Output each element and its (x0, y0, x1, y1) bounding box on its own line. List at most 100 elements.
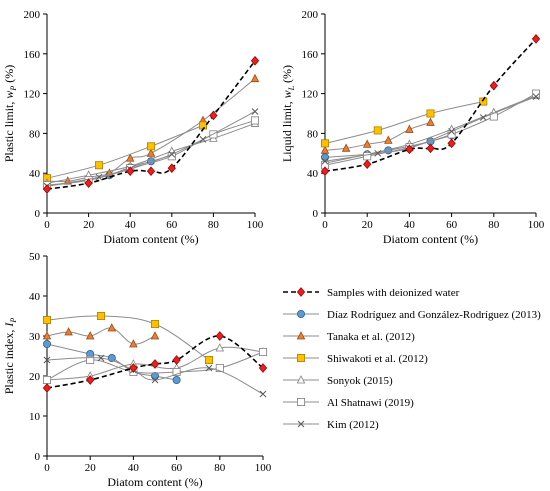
legend: Samples with deionized water Díaz Rodrígu… (283, 287, 541, 431)
data-point (150, 371, 159, 380)
x-tick-label: 60 (446, 219, 458, 231)
series-1 (42, 55, 260, 194)
data-point (107, 323, 117, 332)
y-axis-title-subscript: L (287, 85, 296, 91)
y-axis-title-symbol: I (2, 322, 16, 328)
data-point (42, 383, 52, 393)
x-tick-label: 40 (125, 219, 137, 231)
x-tick-label: 80 (208, 219, 220, 231)
legend-marker (296, 309, 305, 318)
legend-marker (296, 287, 306, 297)
x-tick-label: 80 (214, 462, 226, 474)
data-point (199, 136, 207, 143)
y-axis-title-subscript: P (9, 86, 18, 92)
x-tick-label: 100 (247, 219, 264, 231)
data-point (362, 139, 372, 148)
data-point (405, 124, 414, 133)
y-tick-label: 0 (313, 208, 319, 220)
legend-label: Shiwakoti et al. (2012) (327, 353, 428, 365)
data-point (479, 114, 487, 121)
data-point (320, 145, 330, 154)
data-point (363, 152, 372, 161)
data-point (150, 331, 160, 340)
data-point (43, 375, 52, 384)
chart-panel-3: 0 20 40 60 80 100 0 10 20 30 40 50 Diatom content (%… (2, 251, 272, 489)
data-point (251, 108, 259, 115)
x-tick-label: 0 (44, 219, 50, 231)
data-point (258, 347, 267, 356)
data-point (86, 375, 95, 385)
y-tick-label: 80 (307, 128, 319, 140)
y-tick-label: 200 (302, 9, 319, 21)
data-point (215, 363, 224, 372)
data-point (479, 97, 488, 106)
y-axis-title: Plastic index, IP (2, 318, 18, 395)
y-tick-label: 0 (35, 451, 41, 463)
data-point (150, 359, 160, 369)
legend-label: Tanaka et al. (2012) (327, 331, 415, 343)
y-tick-label: 120 (24, 89, 41, 101)
legend-entry: Al Shatnawi (2019) (283, 397, 414, 409)
data-point (125, 153, 135, 162)
data-point (532, 93, 540, 100)
y-tick-label: 50 (29, 251, 41, 263)
data-point (204, 355, 213, 364)
data-point (384, 135, 393, 144)
data-point (341, 143, 351, 152)
data-point (172, 367, 181, 376)
data-point (363, 159, 372, 170)
data-point (250, 116, 259, 125)
data-point (126, 166, 135, 177)
series-1 (42, 331, 268, 393)
data-point (64, 327, 73, 336)
series-line (324, 95, 537, 164)
y-tick-label: 40 (29, 291, 41, 303)
legend-marker (296, 397, 305, 406)
y-axis-title: Plastic limit, wP (%) (2, 65, 18, 163)
series-7 (321, 93, 540, 165)
data-point (95, 161, 104, 170)
data-point (172, 355, 181, 365)
legend-label: Samples with deionized water (327, 287, 460, 299)
data-point (531, 34, 541, 44)
data-point (172, 375, 181, 384)
x-tick-label: 100 (528, 219, 545, 231)
series-line (46, 327, 156, 345)
y-axis-title-subscript: P (9, 318, 18, 324)
data-point (215, 331, 224, 341)
data-point (426, 117, 435, 126)
data-point (168, 150, 176, 158)
x-axis-title: Diatom content (%) (107, 475, 202, 489)
y-axis-title-symbol: w (280, 90, 294, 98)
series-line (46, 111, 256, 187)
series-4 (43, 311, 213, 364)
data-point (84, 178, 93, 188)
y-tick-label: 160 (24, 49, 41, 61)
legend-entry: Kim (2012) (283, 419, 379, 431)
y-tick-label: 160 (302, 49, 319, 61)
data-point (447, 138, 456, 149)
data-point (42, 184, 52, 194)
data-point (215, 343, 225, 352)
data-point (151, 376, 159, 384)
x-tick-label: 20 (85, 462, 97, 474)
data-point (405, 144, 414, 155)
legend-entry: Shiwakoti et al. (2012) (283, 353, 428, 365)
y-axis-title-symbol: w (2, 91, 16, 99)
data-point (129, 339, 138, 348)
data-point (86, 355, 95, 364)
y-tick-label: 20 (29, 371, 41, 383)
data-point (250, 55, 260, 66)
data-point (489, 80, 498, 91)
data-point (250, 73, 260, 83)
data-point (146, 142, 155, 151)
data-point (320, 139, 329, 148)
legend-label: Díaz Rodríguez and González-Rodríguez (2… (327, 309, 541, 321)
x-tick-label: 60 (171, 462, 183, 474)
data-point (43, 356, 51, 364)
series-1 (320, 34, 541, 177)
data-point (321, 157, 329, 165)
data-point (205, 364, 213, 372)
x-tick-label: 100 (255, 462, 272, 474)
